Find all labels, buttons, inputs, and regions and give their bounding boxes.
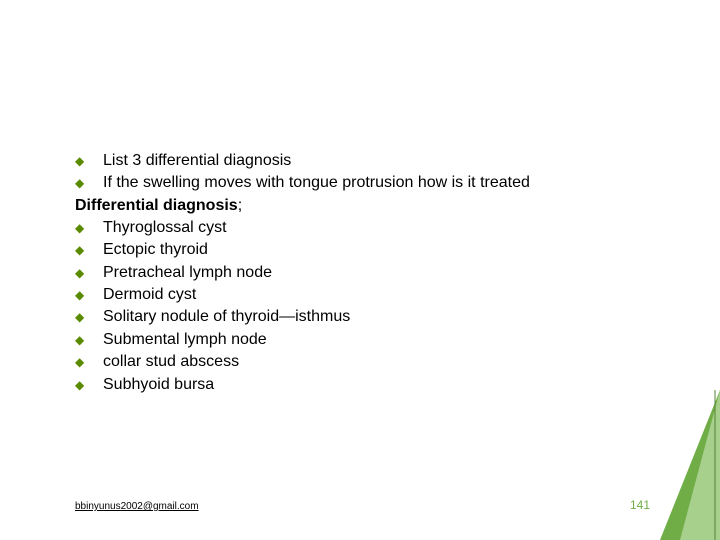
bullet-text: Ectopic thyroid — [103, 239, 208, 261]
diamond-icon: ◆ — [75, 306, 103, 326]
diamond-icon: ◆ — [75, 239, 103, 259]
list-item: ◆ List 3 differential diagnosis — [75, 150, 635, 172]
list-item: ◆ collar stud abscess — [75, 351, 635, 373]
list-item: ◆ Ectopic thyroid — [75, 239, 635, 261]
bullet-text: Dermoid cyst — [103, 284, 196, 306]
bullet-text: Pretracheal lymph node — [103, 262, 272, 284]
bullet-text: List 3 differential diagnosis — [103, 150, 291, 172]
bullet-text: Subhyoid bursa — [103, 374, 214, 396]
corner-accent — [660, 390, 720, 540]
diamond-icon: ◆ — [75, 172, 103, 192]
list-item: ◆ Pretracheal lymph node — [75, 262, 635, 284]
list-item: ◆ Subhyoid bursa — [75, 374, 635, 396]
diamond-icon: ◆ — [75, 284, 103, 304]
bullet-text: collar stud abscess — [103, 351, 239, 373]
bullet-text: If the swelling moves with tongue protru… — [103, 172, 530, 194]
diamond-icon: ◆ — [75, 262, 103, 282]
bullet-text: Solitary nodule of thyroid—isthmus — [103, 306, 350, 328]
content-area: ◆ List 3 differential diagnosis ◆ If the… — [75, 150, 635, 396]
section-heading: Differential diagnosis; — [75, 197, 635, 215]
diamond-icon: ◆ — [75, 374, 103, 394]
diamond-icon: ◆ — [75, 150, 103, 170]
diamond-icon: ◆ — [75, 329, 103, 349]
page-number: 141 — [630, 498, 650, 512]
bullet-text: Thyroglossal cyst — [103, 217, 227, 239]
diamond-icon: ◆ — [75, 217, 103, 237]
diamond-icon: ◆ — [75, 351, 103, 371]
list-item: ◆ If the swelling moves with tongue prot… — [75, 172, 635, 194]
bullet-text: Submental lymph node — [103, 329, 267, 351]
heading-bold: Differential diagnosis — [75, 197, 238, 214]
footer-email-link[interactable]: bbinyunus2002@gmail.com — [75, 501, 199, 512]
list-item: ◆ Submental lymph node — [75, 329, 635, 351]
heading-tail: ; — [238, 197, 242, 214]
list-item: ◆ Dermoid cyst — [75, 284, 635, 306]
list-item: ◆ Solitary nodule of thyroid—isthmus — [75, 306, 635, 328]
slide: ◆ List 3 differential diagnosis ◆ If the… — [0, 0, 720, 540]
list-item: ◆ Thyroglossal cyst — [75, 217, 635, 239]
